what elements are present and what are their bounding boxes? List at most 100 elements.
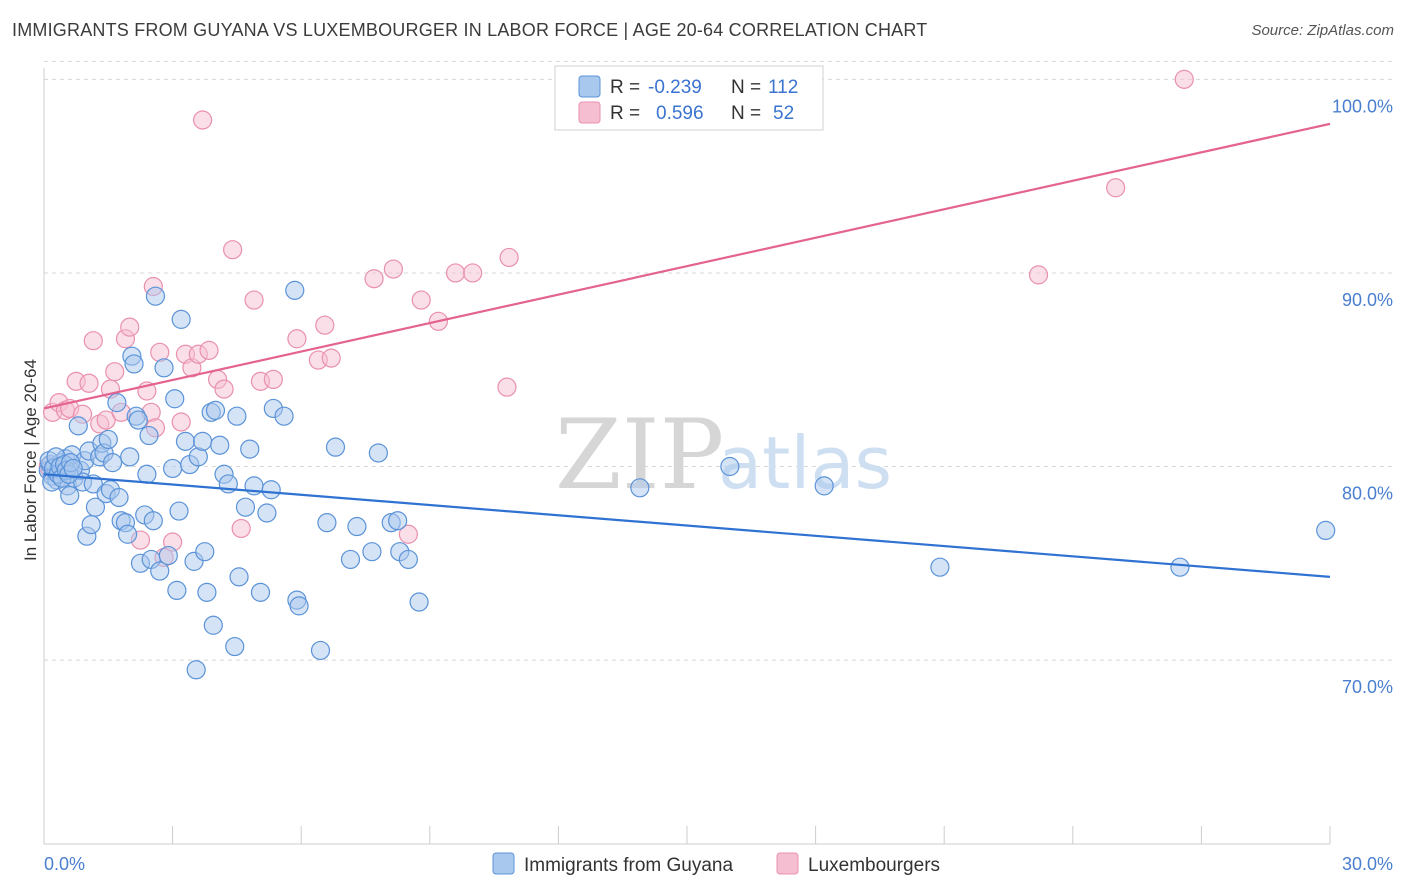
luxembourgers-point	[244, 290, 264, 310]
luxembourgers-point	[263, 369, 283, 390]
luxembourgers-points	[38, 69, 1194, 568]
luxembourgers-point	[223, 240, 243, 260]
guyana-point	[109, 487, 129, 508]
y-tick-label-70: 70.0%	[1342, 677, 1393, 697]
y-tick-label-100: 100.0%	[1332, 96, 1393, 116]
watermark: ZIP atlas	[555, 399, 892, 511]
guyana-point	[171, 309, 191, 329]
guyana-point	[107, 393, 127, 413]
luxembourgers-point	[398, 524, 418, 544]
guyana-point	[63, 458, 83, 479]
legend-swatch-blue	[578, 75, 601, 98]
luxembourgers-point	[1028, 265, 1049, 285]
guyana-point	[368, 443, 388, 463]
guyana-point	[229, 567, 249, 587]
bottom-legend-pink-label: Luxembourgers	[808, 855, 940, 876]
guyana-point	[227, 406, 247, 426]
y-tick-labels: 70.0% 80.0% 90.0% 100.0%	[1332, 96, 1393, 697]
legend-pink-r-value: 0.596	[656, 103, 704, 124]
guyana-point	[225, 636, 245, 657]
y-axis-label: In Labor Force | Age 20-64	[21, 359, 40, 561]
guyana-point	[85, 497, 106, 517]
legend-pink-r-label: R =	[610, 103, 640, 124]
y-tick-label-80: 80.0%	[1342, 484, 1393, 504]
guyana-point	[205, 400, 226, 420]
guyana-point	[310, 640, 331, 661]
luxembourgers-trendline	[43, 122, 1331, 410]
bottom-legend-swatch-pink	[776, 852, 799, 875]
source-credit: Source: ZipAtlas.com	[1251, 22, 1394, 39]
luxembourgers-point	[171, 412, 191, 432]
guyana-point	[720, 456, 740, 477]
guyana-point	[195, 542, 215, 562]
guyana-point	[120, 447, 140, 467]
guyana-point	[169, 501, 189, 521]
guyana-point	[158, 545, 178, 566]
guyana-point	[274, 406, 294, 426]
luxembourgers-point	[1174, 69, 1194, 89]
luxembourgers-point	[463, 263, 483, 283]
luxembourgers-point	[120, 317, 140, 337]
guyana-point	[193, 431, 213, 451]
legend-pink-n-label: N =	[731, 103, 761, 124]
guyana-point	[409, 592, 429, 612]
guyana-point	[240, 439, 260, 459]
chart-title: IMMIGRANTS FROM GUYANA VS LUXEMBOURGER I…	[12, 20, 928, 40]
x-tick-label-min: 0.0%	[44, 854, 85, 874]
guyana-point	[154, 358, 174, 378]
guyana-point	[261, 480, 281, 500]
guyana-point	[124, 354, 144, 374]
guyana-point	[81, 514, 101, 535]
guyana-point	[186, 660, 206, 680]
gridlines	[44, 60, 1392, 661]
guyana-point	[145, 286, 166, 306]
luxembourgers-point	[231, 518, 251, 539]
x-tick-labels: 0.0% 30.0%	[44, 854, 1393, 874]
guyana-trendline	[43, 473, 1331, 578]
luxembourgers-point	[445, 263, 466, 283]
bottom-legend-blue-label: Immigrants from Guyana	[524, 855, 733, 876]
luxembourgers-point	[1106, 178, 1126, 198]
guyana-point	[1170, 557, 1190, 577]
x-tick-label-max: 30.0%	[1342, 854, 1393, 874]
guyana-points	[38, 280, 1336, 680]
guyana-point	[210, 435, 230, 455]
luxembourgers-point	[105, 362, 125, 382]
guyana-point	[340, 549, 361, 570]
guyana-point	[347, 516, 367, 537]
guyana-point	[139, 425, 159, 446]
guyana-point	[362, 542, 382, 562]
guyana-point	[388, 511, 408, 531]
guyana-point	[203, 615, 223, 635]
guyana-point	[325, 437, 346, 457]
guyana-point	[167, 580, 187, 601]
guyana-point	[630, 478, 650, 498]
luxembourgers-point	[411, 290, 431, 310]
guyana-point	[235, 497, 256, 517]
guyana-point	[398, 549, 418, 570]
guyana-point	[197, 582, 217, 602]
luxembourgers-point	[315, 315, 335, 335]
guyana-point	[930, 557, 950, 577]
bottom-legend-swatch-blue	[492, 852, 515, 875]
luxembourgers-point	[214, 379, 234, 399]
legend-blue-r-label: R =	[610, 77, 640, 98]
luxembourgers-point	[499, 247, 519, 268]
guyana-point	[250, 582, 271, 602]
luxembourgers-point	[497, 377, 517, 397]
luxembourgers-point	[383, 259, 403, 279]
luxembourgers-point	[193, 110, 213, 130]
guyana-point	[289, 596, 309, 616]
legend-blue-r-value: -0.239	[648, 77, 702, 98]
guyana-point	[150, 561, 170, 581]
guyana-point	[98, 429, 118, 450]
guyana-point	[257, 503, 277, 523]
guyana-point	[143, 511, 163, 531]
legend-swatch-pink	[578, 101, 601, 124]
guyana-point	[317, 513, 337, 533]
guyana-point	[175, 431, 196, 451]
guyana-point	[163, 458, 183, 479]
luxembourgers-point	[83, 331, 103, 351]
guyana-point	[285, 280, 305, 300]
trendlines	[43, 122, 1331, 578]
